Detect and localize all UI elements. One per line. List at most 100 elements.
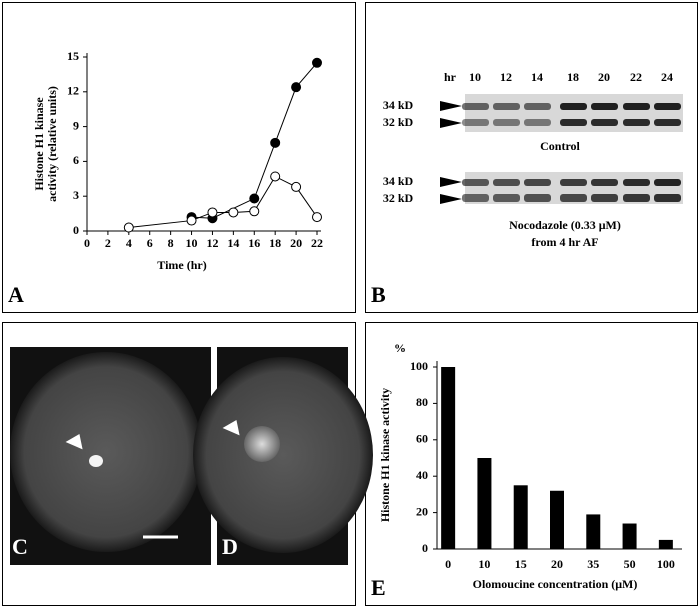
x-tick-label: 18 <box>269 236 281 250</box>
bar <box>658 539 673 549</box>
band <box>654 194 681 202</box>
panel-label: D <box>222 534 238 559</box>
arrow <box>440 194 462 204</box>
x-tick-label: 0 <box>84 236 90 250</box>
bar <box>622 523 637 549</box>
x-tick-label: 10 <box>186 236 198 250</box>
y-axis-label: Histone H1 kinase <box>32 97 46 191</box>
lane-label: 10 <box>469 70 481 84</box>
band <box>623 103 650 110</box>
x-axis-label: Olomoucine concentration (μM) <box>473 577 638 591</box>
band <box>462 194 489 202</box>
y-tick-label: 15 <box>67 49 79 63</box>
arrow <box>440 101 462 111</box>
oocyte <box>10 352 202 552</box>
marker <box>228 207 239 218</box>
band <box>654 179 681 186</box>
x-tick-label: 14 <box>227 236 239 250</box>
band <box>493 119 520 126</box>
y-tick-label: 80 <box>416 395 428 409</box>
x-tick-label: 8 <box>168 236 174 250</box>
panel-label: C <box>12 534 28 559</box>
marker <box>207 207 218 218</box>
blot-caption: from 4 hr AF <box>531 235 598 249</box>
x-tick-label: 20 <box>551 557 563 571</box>
marker <box>249 193 260 204</box>
band <box>591 179 618 186</box>
y-axis-label: Histone H1 kinase activity <box>378 388 392 522</box>
x-axis-label: Time (hr) <box>157 258 206 272</box>
band <box>493 179 520 186</box>
band <box>623 119 650 126</box>
band <box>462 119 489 126</box>
y-tick-label: 40 <box>416 468 428 482</box>
band <box>493 103 520 110</box>
band <box>591 194 618 202</box>
x-tick-label: 4 <box>126 236 132 250</box>
marker <box>291 82 302 93</box>
panel-a-frame <box>2 2 356 313</box>
marker <box>123 222 134 233</box>
x-tick-label: 50 <box>624 557 636 571</box>
band <box>623 179 650 186</box>
arrowhead <box>222 419 240 436</box>
band <box>524 119 551 126</box>
bar <box>477 458 492 549</box>
x-tick-label: 16 <box>248 236 260 250</box>
x-tick-label: 20 <box>290 236 302 250</box>
bar <box>586 514 601 549</box>
band <box>560 179 587 186</box>
x-tick-label: 2 <box>105 236 111 250</box>
x-tick-label: 12 <box>206 236 218 250</box>
y-tick-label: 20 <box>416 504 428 518</box>
band <box>524 103 551 110</box>
panel-label: B <box>371 282 386 307</box>
band <box>560 119 587 126</box>
band <box>560 103 587 110</box>
panel-label: A <box>8 282 24 307</box>
nucleus <box>89 455 103 467</box>
arrow <box>440 118 462 128</box>
arrowhead <box>65 433 83 450</box>
band <box>524 179 551 186</box>
blot-caption: Nocodazole (0.33 μM) <box>509 218 621 232</box>
band-label: 34 kD <box>383 98 414 112</box>
line <box>128 175 318 229</box>
marker <box>270 137 281 148</box>
band <box>654 119 681 126</box>
y-tick-label: 60 <box>416 432 428 446</box>
bar <box>550 490 564 549</box>
lane-label: 18 <box>567 70 579 84</box>
band-label: 32 kD <box>383 115 414 129</box>
y-tick-label: 100 <box>410 359 428 373</box>
lane-label: 20 <box>598 70 610 84</box>
x-tick-label: 15 <box>515 557 527 571</box>
band <box>654 103 681 110</box>
y-tick-label: 9 <box>73 118 79 132</box>
x-tick-label: 0 <box>445 557 451 571</box>
marker <box>270 171 281 182</box>
y-tick-label: 12 <box>67 84 79 98</box>
panel-label: E <box>371 575 386 600</box>
blot <box>465 94 683 132</box>
x-tick-label: 100 <box>657 557 675 571</box>
arrow <box>440 177 462 187</box>
lane-label: 12 <box>500 70 512 84</box>
marker <box>249 206 260 217</box>
marker <box>312 212 322 223</box>
x-tick-label: 35 <box>587 557 599 571</box>
y-tick-label: 0 <box>422 541 428 555</box>
y-tick-label: 0 <box>73 223 79 237</box>
x-tick-label: 6 <box>147 236 153 250</box>
band <box>493 194 520 202</box>
band-label: 34 kD <box>383 174 414 188</box>
band <box>462 179 489 186</box>
x-tick-label: 10 <box>478 557 490 571</box>
lane-label: 24 <box>661 70 673 84</box>
bar <box>441 367 456 549</box>
y-tick-label: 6 <box>73 153 79 167</box>
lane-label: 14 <box>531 70 543 84</box>
hr-label: hr <box>444 70 457 84</box>
band <box>591 103 618 110</box>
